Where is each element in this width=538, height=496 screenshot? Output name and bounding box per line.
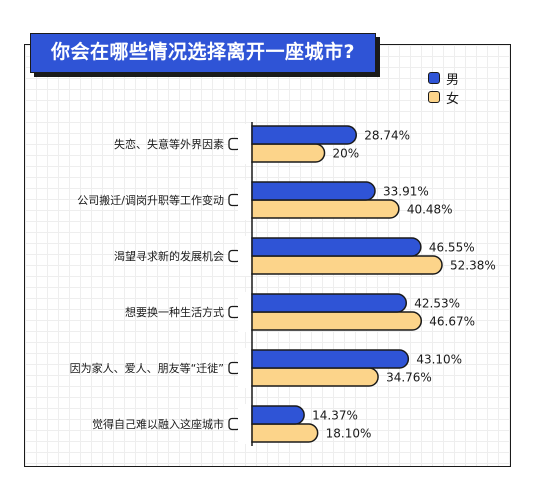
legend-swatch-male	[428, 72, 440, 84]
chart-title: 你会在哪些情况选择离开一座城市?	[30, 33, 376, 73]
bar-female	[239, 199, 400, 219]
value-label-female: 18.10%	[326, 427, 372, 441]
bar-baseline-mask	[238, 124, 252, 164]
value-label-male: 42.53%	[414, 297, 460, 311]
bar-baseline-mask	[238, 292, 252, 332]
category-label: 失恋、失意等外界因素	[114, 137, 224, 151]
bar-female	[239, 255, 443, 275]
category-label: 因为家人、爱人、朋友等“迁徙”	[70, 361, 224, 375]
value-label-male: 14.37%	[312, 409, 358, 423]
value-label-female: 20%	[333, 147, 360, 161]
category-label: 渴望寻求新的发展机会	[114, 249, 224, 263]
category-label: 觉得自己难以融入这座城市	[92, 417, 224, 431]
category-label: 想要换一种生活方式	[125, 305, 224, 319]
bar-baseline-mask	[238, 236, 252, 276]
bar-male	[239, 349, 410, 369]
bar-male	[239, 293, 408, 313]
bar-male	[239, 181, 376, 201]
bar-male	[239, 237, 422, 257]
legend-label-male: 男	[446, 72, 460, 88]
bar-baseline-mask	[238, 348, 252, 388]
value-label-female: 52.38%	[450, 259, 496, 273]
bar-female	[239, 311, 423, 331]
bar-baseline-mask	[238, 404, 252, 444]
bar-female	[239, 367, 379, 387]
legend-item-male: 男	[428, 70, 460, 88]
value-label-male: 33.91%	[383, 185, 429, 199]
bar-baseline-mask	[238, 180, 252, 220]
value-label-male: 43.10%	[416, 353, 462, 367]
legend-label-female: 女	[446, 91, 460, 107]
value-label-female: 46.67%	[429, 315, 475, 329]
legend-swatch-female	[428, 91, 440, 103]
bar-male	[239, 125, 357, 145]
value-label-male: 46.55%	[429, 241, 475, 255]
legend-item-female: 女	[428, 89, 460, 107]
value-label-female: 40.48%	[407, 203, 453, 217]
value-label-female: 34.76%	[386, 371, 432, 385]
category-label: 公司搬迁/调岗升职等工作变动	[77, 193, 224, 207]
value-label-male: 28.74%	[364, 129, 410, 143]
